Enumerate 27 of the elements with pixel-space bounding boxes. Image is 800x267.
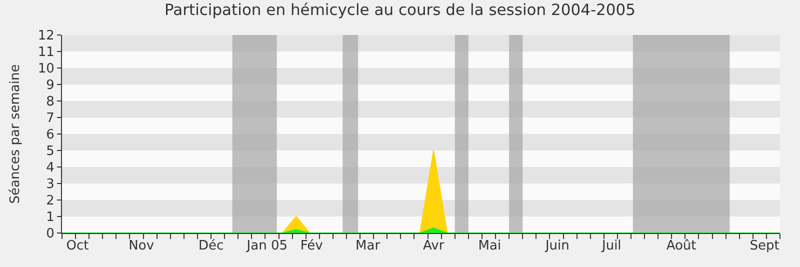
y-tick-label: 8	[46, 94, 54, 110]
x-tick-label: Juil	[600, 238, 622, 254]
x-tick-label: Mar	[356, 238, 381, 254]
x-tick-label: Août	[666, 238, 696, 254]
x-tick-label: Avr	[422, 238, 445, 254]
y-tick-label: 11	[38, 45, 54, 60]
y-tick-label: 9	[46, 78, 54, 94]
y-tick-label: 6	[46, 128, 54, 143]
x-tick-label: Déc	[198, 238, 224, 254]
y-tick-label: 12	[38, 28, 54, 44]
y-tick-label: 1	[46, 210, 54, 226]
chart-title: Participation en hémicycle au cours de la session 2004-2005	[164, 0, 636, 19]
x-tick-label: Oct	[66, 238, 89, 254]
y-tick-label: 5	[46, 144, 54, 160]
y-tick-label: 0	[46, 226, 54, 242]
y-axis-title: Séances par semaine	[8, 64, 23, 204]
y-tick-label: 3	[46, 177, 54, 192]
y-tick-label: 7	[46, 111, 54, 126]
x-tick-label: Nov	[128, 238, 154, 254]
y-tick-label: 10	[38, 62, 54, 77]
x-tick-label: Juin	[544, 238, 570, 254]
y-tick-label: 2	[46, 194, 54, 209]
x-tick-label: Sept	[750, 238, 780, 254]
x-tick-label: Fév	[300, 238, 324, 254]
y-tick-label: 4	[46, 160, 54, 176]
x-tick-label: Jan 05	[246, 238, 288, 254]
x-tick-label: Mai	[478, 238, 502, 254]
